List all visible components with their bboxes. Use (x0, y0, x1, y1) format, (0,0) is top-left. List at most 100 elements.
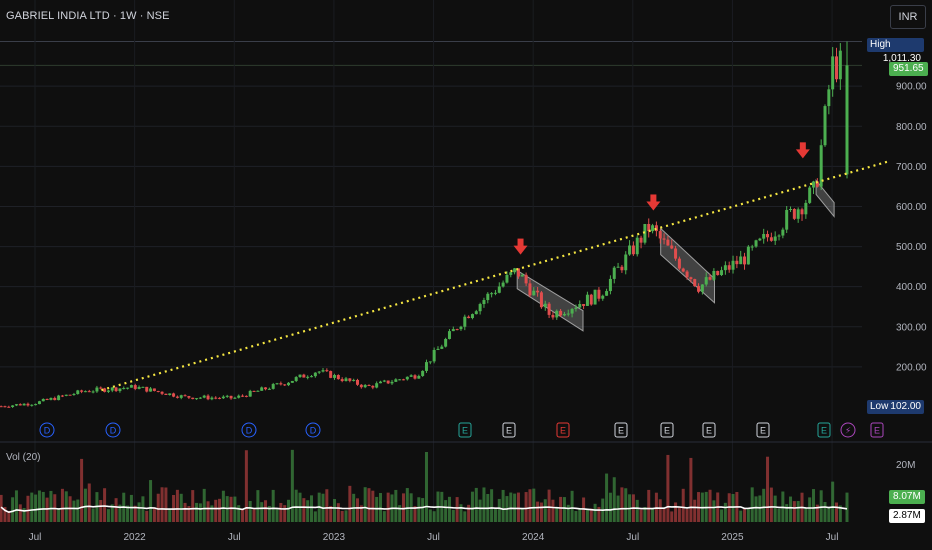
volume-bar (325, 489, 329, 522)
candle-body (574, 307, 578, 309)
volume-bar (260, 502, 264, 522)
volume-bar (432, 511, 436, 522)
volume-bar (191, 490, 195, 522)
volume-bar (739, 510, 743, 522)
volume-bar (792, 501, 796, 522)
volume-bar (3, 506, 7, 522)
event-markers[interactable]: D D D D E E E E E E E E ⚡ E (39, 422, 884, 438)
candle-body (555, 310, 559, 318)
currency-button[interactable]: INR (890, 5, 926, 29)
volume-bar (754, 496, 758, 522)
volume-bar (578, 507, 582, 522)
symbol-title[interactable]: GABRIEL INDIA LTD · 1W · NSE (6, 10, 170, 22)
volume-bar (344, 510, 348, 522)
candle-body (329, 371, 333, 378)
candle-body (64, 394, 68, 396)
candle-body (371, 385, 375, 388)
volume-bar (287, 499, 291, 522)
candle-body (467, 316, 471, 319)
volume-bar (597, 506, 601, 522)
volume-bar (137, 502, 141, 522)
volume-bar (394, 489, 398, 522)
volume-bar (306, 500, 310, 522)
candle-body (582, 304, 586, 306)
volume-bar (218, 498, 222, 522)
volume-bar (22, 508, 26, 522)
candle-body (762, 234, 766, 239)
candle-body (455, 329, 459, 331)
volume-label[interactable]: Vol (20) (6, 452, 41, 463)
candle-body (605, 291, 609, 296)
earnings-event-label: E (618, 426, 624, 436)
volume-bar (413, 506, 417, 522)
volume-bar (608, 492, 612, 522)
volume-bar (80, 458, 84, 522)
candle-body (386, 380, 390, 384)
volume-bar (808, 497, 812, 522)
volume-bar (570, 490, 574, 522)
candle-body (145, 386, 149, 392)
volume-bar (478, 499, 482, 522)
candle-body (424, 362, 428, 371)
candle-body (118, 388, 122, 392)
candle-body (566, 313, 570, 315)
candle-body (241, 395, 245, 397)
candle-body (114, 387, 118, 392)
candle-body (256, 390, 260, 392)
candle-body (72, 394, 76, 396)
candle-body (781, 229, 785, 236)
candle-body (302, 374, 306, 378)
volume-bar (831, 481, 835, 522)
volume-bar (769, 487, 773, 522)
volume-bar (18, 504, 22, 522)
volume-bar (198, 503, 202, 522)
candle-body (233, 397, 237, 399)
volume-bar (501, 489, 505, 522)
volume-bar (758, 495, 762, 522)
volume-bar (72, 500, 76, 522)
volume-bar (110, 504, 114, 522)
candle-body (635, 237, 639, 255)
candle-body (356, 379, 360, 385)
candle-body (363, 384, 367, 388)
time-tick-label: 2023 (323, 532, 346, 543)
candle-body (509, 272, 513, 275)
candle-body (589, 294, 593, 305)
candle-body (248, 390, 252, 397)
candle-body (559, 310, 563, 316)
candle-body (26, 403, 30, 406)
candle-body (497, 286, 501, 293)
volume-bar (275, 508, 279, 522)
volume-bar (417, 497, 421, 522)
candle-body (191, 397, 195, 400)
volume-bar (559, 496, 563, 522)
candle-body (398, 379, 402, 381)
volume-bar (133, 505, 137, 522)
earnings-event-label: E (706, 426, 712, 436)
candle-body (593, 289, 597, 305)
volume-bars (0, 449, 849, 522)
trendline[interactable] (101, 160, 889, 392)
dividend-event-marker (39, 422, 55, 438)
volume-bar (187, 506, 191, 522)
volume-bar (405, 488, 409, 522)
volume-bar (378, 493, 382, 522)
volume-bar (620, 487, 624, 522)
candle-body (470, 314, 474, 319)
volume-bar (313, 511, 317, 522)
volume-bar (766, 456, 770, 522)
volume-bar (743, 508, 747, 522)
candle-body (685, 271, 689, 278)
candle-body (823, 106, 827, 146)
volume-bar (444, 500, 448, 522)
channel-drawings (516, 178, 835, 332)
candle-body (628, 245, 632, 255)
earnings-event-marker (458, 422, 472, 438)
candles (0, 41, 849, 408)
volume-bar (459, 504, 463, 522)
candle-body (436, 348, 440, 350)
down-arrow-shaft (517, 238, 524, 247)
volume-bar (356, 498, 360, 522)
candle-body (325, 370, 329, 372)
